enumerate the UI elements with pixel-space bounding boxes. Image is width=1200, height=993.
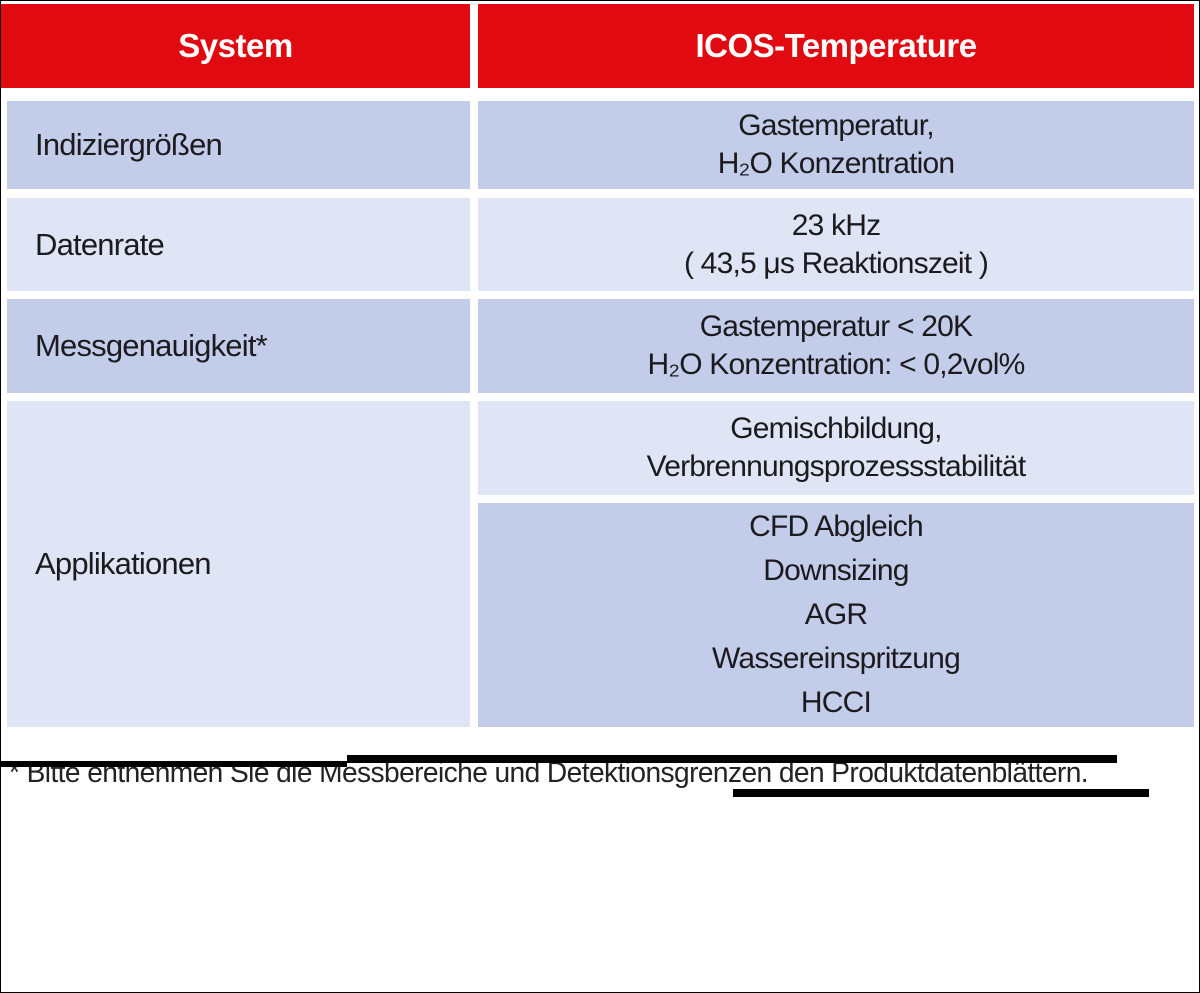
cell-line: H₂O Konzentration [717, 147, 955, 180]
row-label: Messgenauigkeit* [35, 328, 268, 363]
redaction-bar-strike-right [347, 755, 1117, 763]
row-datenrate-label-cell: Datenrate [7, 198, 470, 291]
cell-line: Verbrennungsprozessstabilität [646, 450, 1027, 483]
row-applikationen-value-cell-bottom: CFD Abgleich Downsizing AGR Wassereinspr… [478, 503, 1194, 727]
table-header-system: System [1, 4, 470, 88]
redaction-bar-bottom [733, 789, 1149, 797]
row-label: Datenrate [35, 226, 165, 262]
table-header-icos-temperature: ICOS-Temperature [478, 4, 1194, 88]
cell-line: AGR [804, 598, 868, 631]
row-datenrate-value-cell: 23 kHz ( 43,5 μs Reaktionszeit ) [478, 198, 1194, 291]
cell-line: Wassereinspritzung [712, 642, 961, 675]
row-label: Indiziergrößen [35, 127, 223, 162]
cell-line: H₂O Konzentration: < 0,2vol% [647, 348, 1026, 381]
cell-line: Downsizing [763, 554, 909, 587]
cell-line: CFD Abgleich [749, 510, 924, 543]
row-label: Applikationen [35, 546, 212, 581]
header-system-label: System [178, 27, 293, 64]
redaction-bar-strike-left [1, 761, 347, 767]
cell-line: Gastemperatur < 20K [699, 310, 973, 343]
row-indiziergroessen-value-cell: Gastemperatur, H₂O Konzentration [478, 101, 1194, 189]
row-messgenauigkeit-label-cell: Messgenauigkeit* [7, 299, 470, 393]
row-indiziergroessen-label-cell: Indiziergrößen [7, 101, 470, 189]
cell-line: HCCI [800, 686, 872, 719]
cell-line: Gastemperatur, [738, 109, 934, 142]
header-icos-label: ICOS-Temperature [695, 27, 977, 64]
cell-line: 23 kHz [791, 208, 881, 242]
cell-line: Gemischbildung, [730, 412, 942, 445]
row-applikationen-value-cell-top: Gemischbildung, Verbrennungsprozessstabi… [478, 401, 1194, 495]
row-messgenauigkeit-value-cell: Gastemperatur < 20K H₂O Konzentration: <… [478, 299, 1194, 393]
row-applikationen-label-cell: Applikationen [7, 401, 470, 727]
cell-line: ( 43,5 μs Reaktionszeit ) [683, 246, 989, 280]
